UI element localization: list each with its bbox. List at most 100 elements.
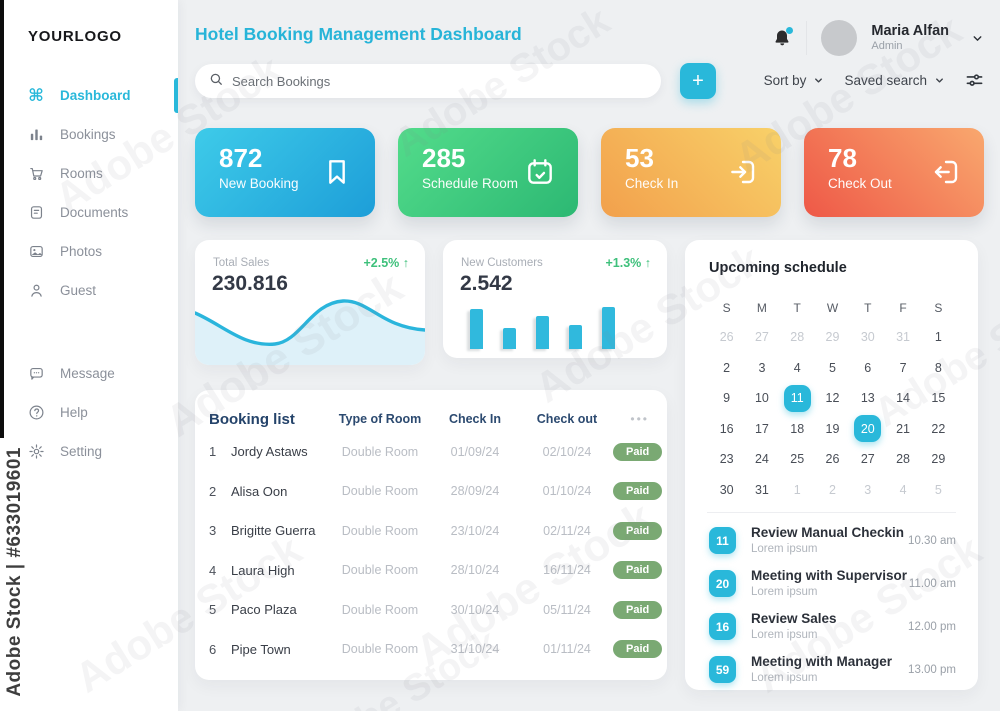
calendar-date-14[interactable]: 14 [896, 391, 911, 406]
schedule-event-review-sales[interactable]: 16 Review Sales Lorem ipsum 12.00 pm [709, 605, 956, 648]
calendar-date-13[interactable]: 13 [860, 391, 875, 406]
chat-icon [27, 365, 45, 383]
calendar-date-3[interactable]: 3 [864, 482, 872, 497]
bar [602, 307, 615, 349]
user-block[interactable]: Maria Alfan Admin [871, 22, 949, 54]
guest-name: Jordy Astaws [231, 444, 308, 460]
booking-row-paco-plaza[interactable]: 5 Paco Plaza Double Room 30/10/24 05/11/24 Pa… [209, 590, 663, 630]
calendar-date-22[interactable]: 22 [931, 421, 946, 436]
stat-card-check-out: 78 Check Out [804, 128, 984, 217]
calendar-date-23[interactable]: 23 [719, 452, 734, 467]
chevron-down-icon[interactable] [971, 32, 984, 45]
calendar-date-2[interactable]: 2 [829, 482, 836, 497]
sidebar-item-dashboard[interactable]: ⌘ Dashboard [0, 76, 178, 115]
filter-sliders-icon[interactable] [965, 71, 984, 90]
row-number: 4 [209, 562, 217, 578]
calendar-date-8[interactable]: 8 [934, 360, 942, 375]
calendar-date-19[interactable]: 19 [825, 421, 840, 436]
schedule-event-meeting-with-supervisor[interactable]: 20 Meeting with Supervisor Lorem ipsum 11.0… [709, 562, 956, 605]
sidebar-item-bookings[interactable]: Bookings [0, 115, 178, 154]
calendar-date-20[interactable]: 20 [850, 414, 885, 445]
calendar-date-27[interactable]: 27 [754, 330, 769, 345]
add-booking-button[interactable]: + [680, 63, 716, 99]
calendar-date-4[interactable]: 4 [899, 482, 907, 497]
logo: YOURLOGO [28, 28, 122, 45]
calendar-date-15[interactable]: 15 [931, 391, 946, 406]
sidebar-item-rooms[interactable]: Rooms [0, 154, 178, 193]
booking-row-jordy-astaws[interactable]: 1 Jordy Astaws Double Room 01/09/24 02/10/24… [209, 432, 663, 472]
calendar-date-30[interactable]: 30 [719, 482, 734, 497]
sidebar-nav-primary: ⌘ Dashboard Bookings Rooms Documents Photos Gu… [0, 76, 178, 310]
schedule-event-review-manual-checkin[interactable]: 11 Review Manual Checkin Lorem ipsum 10.30 … [709, 519, 956, 562]
calendar-date-31[interactable]: 31 [754, 482, 769, 497]
calendar-date-12[interactable]: 12 [825, 391, 840, 406]
stock-id-watermark: Adobe Stock | #633019601 [4, 447, 25, 697]
calendar-date-5[interactable]: 5 [934, 482, 942, 497]
sales-area-chart [195, 299, 425, 365]
calendar-date-24[interactable]: 24 [754, 452, 769, 467]
calendar-date-1[interactable]: 1 [793, 482, 801, 497]
event-time: 11.00 am [908, 577, 956, 590]
booking-row-pipe-town[interactable]: 6 Pipe Town Double Room 31/10/24 01/11/24 Pai… [209, 630, 663, 670]
calendar-date-11[interactable]: 11 [780, 383, 815, 414]
event-time: 10.30 am [908, 534, 956, 547]
check-out-date: 01/11/24 [543, 642, 591, 657]
upcoming-schedule-card: Upcoming schedule S M T W T F S 26 27 28 29 30 31 1 2 3… [685, 240, 978, 690]
guest-name: Laura High [231, 562, 295, 578]
calendar-date-1[interactable]: 1 [934, 330, 942, 345]
calendar-date-29[interactable]: 29 [931, 452, 946, 467]
calendar-date-9[interactable]: 9 [723, 391, 731, 406]
calendar-date-26[interactable]: 26 [719, 330, 734, 345]
calendar-date-30[interactable]: 30 [860, 330, 875, 345]
booking-row-alisa-oon[interactable]: 2 Alisa Oon Double Room 28/09/24 01/10/24 Pai… [209, 472, 663, 512]
document-icon [27, 204, 45, 222]
column-check-out: Check out [536, 412, 598, 426]
saved-search-dropdown[interactable]: Saved search [844, 73, 945, 88]
calendar-date-7[interactable]: 7 [899, 360, 907, 375]
guest-name: Paco Plaza [231, 602, 297, 618]
cart-icon [27, 165, 45, 183]
sidebar-item-documents[interactable]: Documents [0, 193, 178, 232]
calendar-date-31[interactable]: 31 [896, 330, 911, 345]
calendar-date-10[interactable]: 10 [754, 391, 769, 406]
calendar-date-17[interactable]: 17 [754, 421, 769, 436]
calendar-date-28[interactable]: 28 [896, 452, 911, 467]
stat-card-new-booking: 872 New Booking [195, 128, 375, 217]
calendar-date-4[interactable]: 4 [793, 360, 801, 375]
search-input[interactable] [232, 73, 647, 89]
calendar-date-3[interactable]: 3 [758, 360, 766, 375]
sidebar-item-message[interactable]: Message [0, 354, 178, 393]
calendar-date-29[interactable]: 29 [825, 330, 840, 345]
sidebar-item-photos[interactable]: Photos [0, 232, 178, 271]
sidebar-item-help[interactable]: Help [0, 393, 178, 432]
booking-row-laura-high[interactable]: 4 Laura High Double Room 28/10/24 16/11/24 Pa… [209, 551, 663, 591]
booking-row-brigitte-guerra[interactable]: 3 Brigitte Guerra Double Room 23/10/24 02/11… [209, 511, 663, 551]
notification-dot [786, 27, 794, 34]
event-date-badge: 16 [709, 613, 736, 640]
sidebar-item-setting[interactable]: Setting [0, 432, 178, 471]
sidebar-item-guest[interactable]: Guest [0, 271, 178, 310]
new-customers-card: New Customers 2.542 +1.3% ↑ [443, 240, 667, 358]
calendar-date-25[interactable]: 25 [790, 452, 805, 467]
status-badge: Paid [613, 482, 663, 501]
sidebar: YOURLOGO ⌘ Dashboard Bookings Rooms Document… [0, 0, 178, 711]
calendar-date-2[interactable]: 2 [723, 360, 731, 375]
calendar-date-6[interactable]: 6 [864, 360, 872, 375]
filter-row: Sort by Saved search [764, 71, 984, 90]
sort-by-dropdown[interactable]: Sort by [764, 73, 825, 88]
schedule-event-meeting-with-manager[interactable]: 59 Meeting with Manager Lorem ipsum 13.00 p… [709, 648, 956, 691]
avatar[interactable] [821, 20, 858, 56]
calendar-date-27[interactable]: 27 [860, 452, 875, 467]
notification-bell-icon[interactable] [772, 27, 794, 48]
calendar-date-5[interactable]: 5 [829, 360, 836, 375]
calendar-date-16[interactable]: 16 [719, 421, 734, 436]
calendar-date-21[interactable]: 21 [896, 421, 911, 436]
calendar-date-18[interactable]: 18 [790, 421, 805, 436]
calendar-date-28[interactable]: 28 [790, 330, 805, 345]
stat-value: 78 [828, 143, 857, 173]
table-menu-ellipsis[interactable]: ••• [630, 412, 649, 426]
row-number: 2 [209, 483, 217, 499]
status-cell: Paid [613, 600, 664, 619]
calendar-date-26[interactable]: 26 [825, 452, 840, 467]
booking-list-header: Booking list Type of Room Check In Check… [209, 406, 653, 432]
